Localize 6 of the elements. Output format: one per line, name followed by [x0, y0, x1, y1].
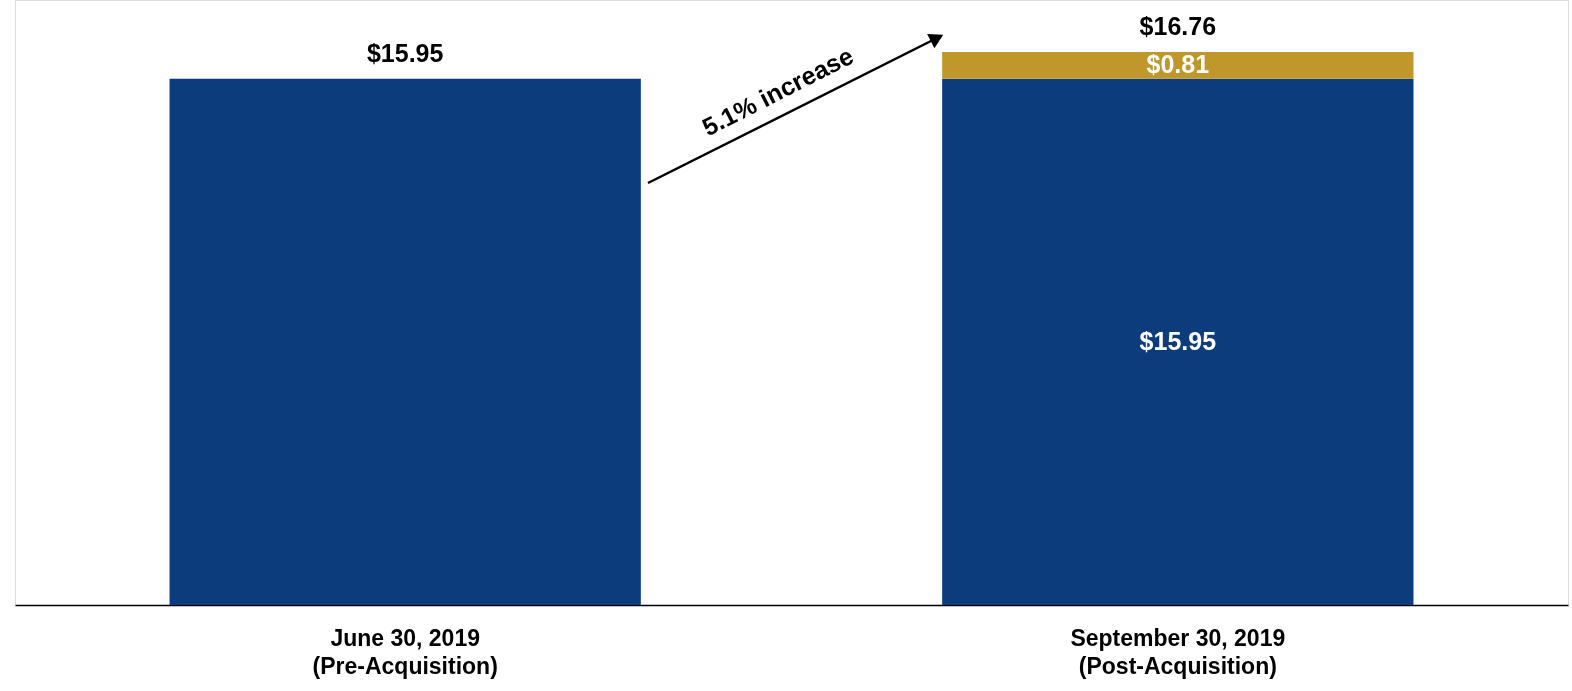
- total-label: $16.76: [1139, 11, 1217, 40]
- data-label: $15.95: [1139, 326, 1217, 355]
- x-tick-label: September 30, 2019 (Post-Acquisition): [1070, 624, 1286, 679]
- total-label: $15.95: [366, 38, 444, 67]
- x-tick-label: June 30, 2019 (Pre-Acquisition): [312, 624, 498, 679]
- data-label: $0.81: [1146, 50, 1210, 79]
